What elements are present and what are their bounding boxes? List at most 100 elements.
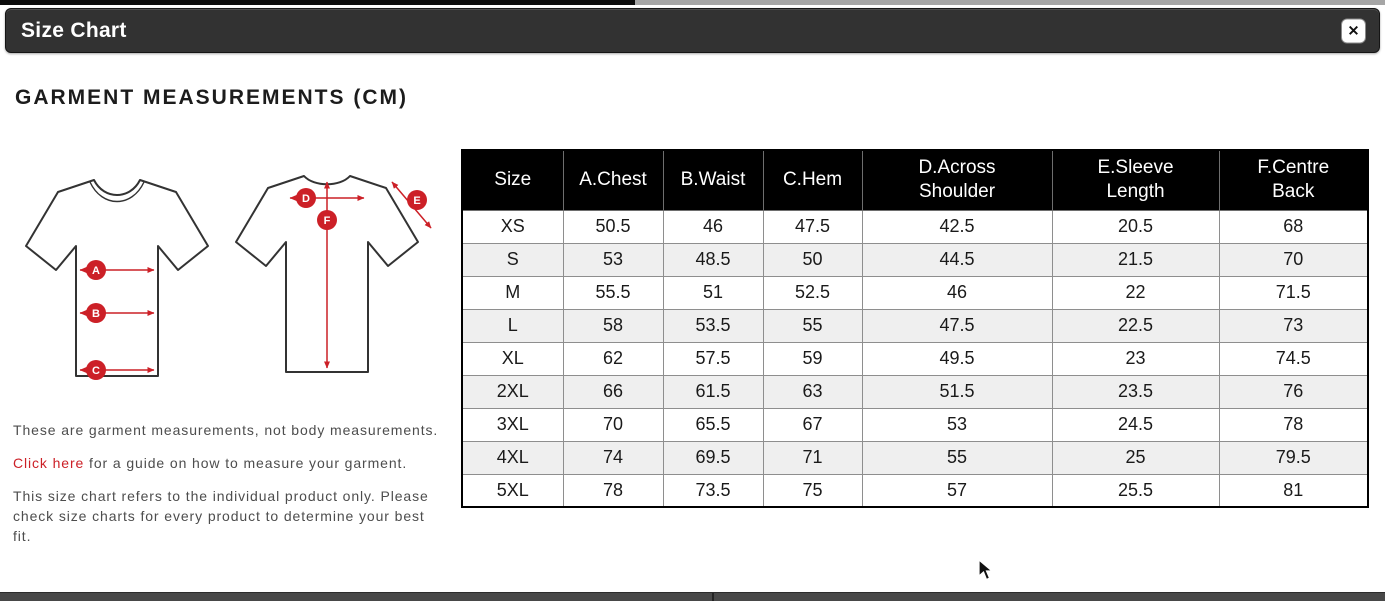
measure-guide-text: for a guide on how to measure your garme…	[84, 455, 408, 471]
collar-inner-line	[89, 181, 145, 203]
value-cell: 47.5	[861, 308, 1053, 343]
value-cell: 55	[861, 440, 1053, 475]
value-cell: 73.5	[662, 473, 764, 508]
value-cell: 70	[562, 407, 664, 442]
value-cell: 81	[1218, 473, 1369, 508]
value-cell: 23.5	[1051, 374, 1220, 409]
value-cell: 71	[762, 440, 863, 475]
close-icon: ✕	[1347, 22, 1360, 39]
tshirt-front-outline	[25, 179, 209, 377]
value-cell: 67	[762, 407, 863, 442]
value-cell: 25.5	[1051, 473, 1220, 508]
column-header: E.Sleeve Length	[1051, 149, 1220, 211]
value-cell: 55	[762, 308, 863, 343]
value-cell: 79.5	[1218, 440, 1369, 475]
value-cell: 44.5	[861, 242, 1053, 277]
note-garment-vs-body: These are garment measurements, not body…	[13, 422, 439, 438]
table-row: M 55.5 51 52.5 46 22 71.5	[461, 275, 1369, 310]
table-row: 4XL 74 69.5 71 55 25 79.5	[461, 440, 1369, 475]
table-row: XL 62 57.5 59 49.5 23 74.5	[461, 341, 1369, 376]
value-cell: 78	[1218, 407, 1369, 442]
table-row: 3XL 70 65.5 67 53 24.5 78	[461, 407, 1369, 442]
size-cell: S	[461, 242, 564, 277]
svg-text:D: D	[302, 193, 310, 205]
value-cell: 25	[1051, 440, 1220, 475]
table-row: L 58 53.5 55 47.5 22.5 73	[461, 308, 1369, 343]
value-cell: 57	[861, 473, 1053, 508]
mouse-cursor	[978, 558, 996, 588]
value-cell: 42.5	[861, 209, 1053, 244]
size-cell: 3XL	[461, 407, 564, 442]
value-cell: 76	[1218, 374, 1369, 409]
value-cell: 70	[1218, 242, 1369, 277]
value-cell: 63	[762, 374, 863, 409]
table-row: 2XL 66 61.5 63 51.5 23.5 76	[461, 374, 1369, 409]
value-cell: 71.5	[1218, 275, 1369, 310]
page-bottom-bar	[0, 592, 1385, 601]
marker-badge-b: B	[86, 303, 106, 323]
column-header: B.Waist	[662, 149, 764, 211]
close-button[interactable]: ✕	[1341, 18, 1366, 43]
table-row: 5XL 78 73.5 75 57 25.5 81	[461, 473, 1369, 508]
column-header: Size	[461, 149, 564, 211]
size-cell: XL	[461, 341, 564, 376]
value-cell: 20.5	[1051, 209, 1220, 244]
note-individual-product: This size chart refers to the individual…	[13, 488, 429, 544]
marker-badge-d: D	[296, 188, 316, 208]
value-cell: 73	[1218, 308, 1369, 343]
tshirt-front-diagram: A B C	[25, 179, 209, 380]
table-header-row: Size A.Chest B.Waist C.Hem D.Across Shoulder…	[461, 149, 1369, 211]
size-cell: L	[461, 308, 564, 343]
top-strip-dark-segment	[0, 0, 635, 5]
column-header: F.Centre Back	[1218, 149, 1369, 211]
table-row: XS 50.5 46 47.5 42.5 20.5 68	[461, 209, 1369, 244]
value-cell: 65.5	[662, 407, 764, 442]
value-cell: 50.5	[562, 209, 664, 244]
svg-text:A: A	[92, 265, 100, 277]
marker-badge-f: F	[317, 210, 337, 230]
svg-text:E: E	[413, 195, 420, 207]
value-cell: 58	[562, 308, 664, 343]
modal-header: Size Chart ✕	[5, 8, 1380, 53]
value-cell: 22	[1051, 275, 1220, 310]
notes-section: These are garment measurements, not body…	[13, 420, 447, 559]
value-cell: 46	[861, 275, 1053, 310]
svg-text:B: B	[92, 308, 100, 320]
value-cell: 68	[1218, 209, 1369, 244]
size-cell: 4XL	[461, 440, 564, 475]
note-measure-guide: Click here for a guide on how to measure…	[13, 453, 447, 473]
top-strip-gray-segment	[635, 0, 1385, 5]
value-cell: 61.5	[662, 374, 764, 409]
value-cell: 74.5	[1218, 341, 1369, 376]
value-cell: 62	[562, 341, 664, 376]
value-cell: 47.5	[762, 209, 863, 244]
size-cell: XS	[461, 209, 564, 244]
value-cell: 57.5	[662, 341, 764, 376]
column-header: A.Chest	[562, 149, 664, 211]
value-cell: 51.5	[861, 374, 1053, 409]
size-cell: M	[461, 275, 564, 310]
value-cell: 75	[762, 473, 863, 508]
value-cell: 22.5	[1051, 308, 1220, 343]
value-cell: 59	[762, 341, 863, 376]
page-top-strip	[0, 0, 1385, 5]
size-cell: 5XL	[461, 473, 564, 508]
table-row: S 53 48.5 50 44.5 21.5 70	[461, 242, 1369, 277]
value-cell: 53.5	[662, 308, 764, 343]
column-header: D.Across Shoulder	[861, 149, 1053, 211]
marker-badge-a: A	[86, 260, 106, 280]
column-header: C.Hem	[762, 149, 863, 211]
marker-badge-e: E	[407, 190, 427, 210]
value-cell: 21.5	[1051, 242, 1220, 277]
value-cell: 46	[662, 209, 764, 244]
size-cell: 2XL	[461, 374, 564, 409]
size-chart-table: Size A.Chest B.Waist C.Hem D.Across Shoulder…	[461, 149, 1369, 508]
measure-guide-link[interactable]: Click here	[13, 455, 85, 471]
svg-text:F: F	[324, 215, 331, 227]
bottom-bar-divider	[712, 593, 714, 601]
value-cell: 53	[861, 407, 1053, 442]
modal-title: Size Chart	[21, 18, 127, 42]
value-cell: 53	[562, 242, 664, 277]
tshirt-back-diagram: D E F	[235, 175, 432, 373]
value-cell: 78	[562, 473, 664, 508]
